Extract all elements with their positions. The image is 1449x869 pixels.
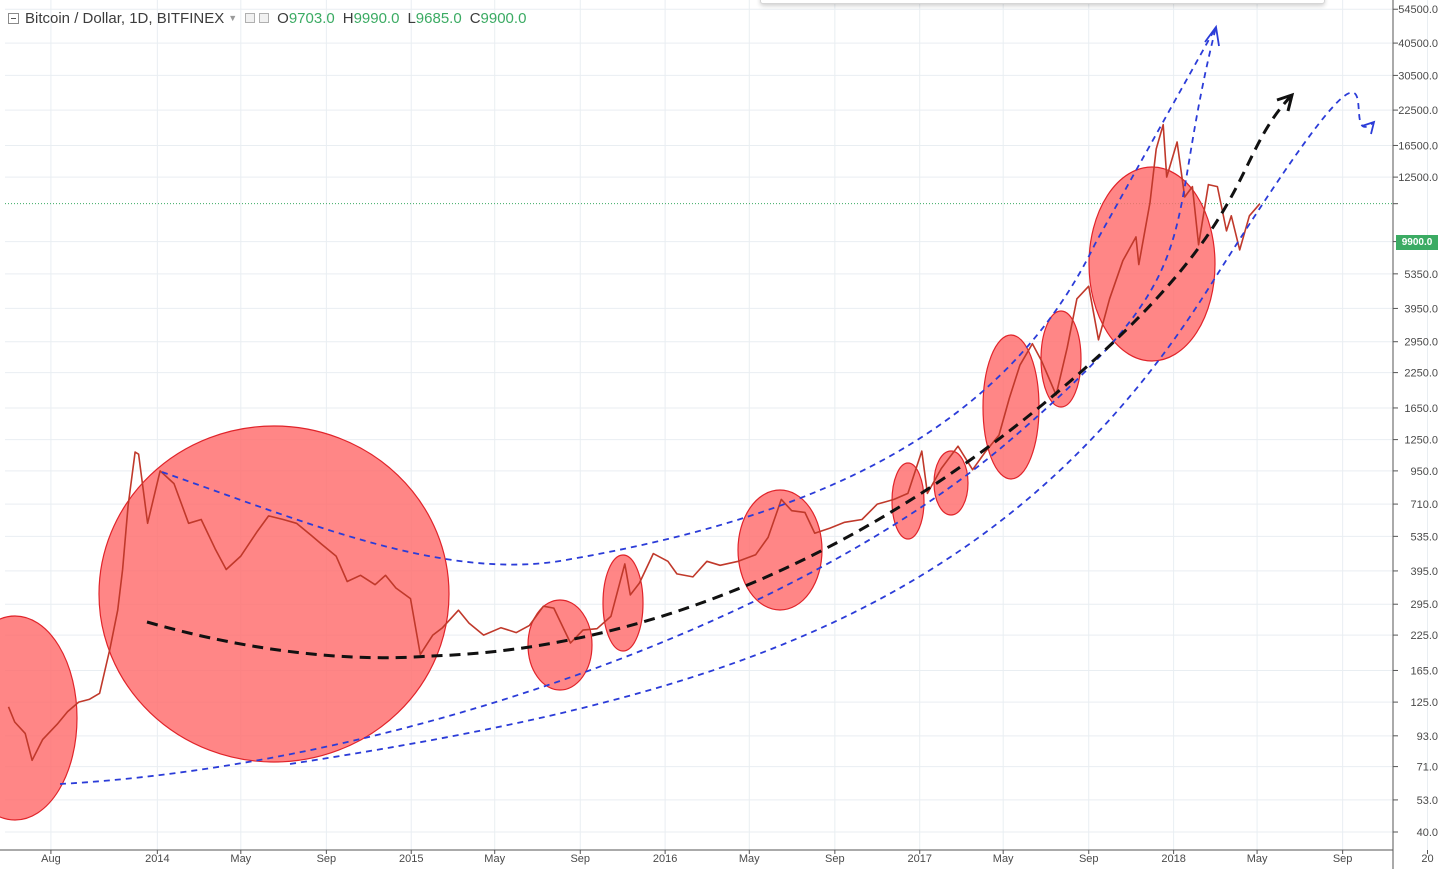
x-tick-label: May bbox=[739, 853, 760, 865]
y-tick-label: 535.0 bbox=[1410, 531, 1438, 543]
y-tick-label: 225.0 bbox=[1410, 630, 1438, 642]
top-toolbar-panel bbox=[760, 0, 1325, 4]
y-tick-label: 53.0 bbox=[1417, 795, 1438, 807]
x-tick-label: May bbox=[484, 853, 505, 865]
last-price-badge: 9900.0 bbox=[1396, 235, 1438, 250]
open-value: 9703.0 bbox=[288, 9, 335, 27]
x-tick-label: Sep bbox=[1079, 853, 1099, 865]
y-tick-label: 40500.0 bbox=[1398, 38, 1438, 50]
y-tick-label: 2250.0 bbox=[1404, 368, 1438, 380]
y-tick-label: 71.0 bbox=[1417, 762, 1438, 774]
x-tick-label: Sep bbox=[317, 853, 337, 865]
highlight-circles bbox=[0, 166, 1216, 821]
center-trend-curve bbox=[146, 93, 1294, 660]
y-tick-label: 2950.0 bbox=[1404, 337, 1438, 349]
y-tick-label: 165.0 bbox=[1410, 665, 1438, 677]
close-value: 9900.0 bbox=[480, 9, 527, 27]
y-tick-label: 1250.0 bbox=[1404, 435, 1438, 447]
highlight-circle bbox=[1088, 166, 1216, 362]
series-legend: Bitcoin / Dollar, 1D, BITFINEX ▼ O 9703.0… bbox=[8, 8, 526, 28]
open-label: O bbox=[277, 9, 289, 27]
gear-icon[interactable] bbox=[259, 13, 270, 23]
highlight-circle bbox=[1040, 310, 1082, 408]
y-axis-labels: 40.0 53.0 71.0 93.0 125.0 165.0 225.0 295.0 395.… bbox=[1398, 4, 1438, 839]
y-tick-label: 12500.0 bbox=[1398, 172, 1438, 184]
highlight-circle bbox=[0, 615, 78, 821]
trend-curves bbox=[59, 24, 1376, 785]
x-tick-label: Sep bbox=[570, 853, 590, 865]
legend-symbol[interactable]: Bitcoin / Dollar, 1D, BITFINEX bbox=[25, 9, 225, 27]
upper-trend-curve bbox=[161, 26, 1217, 566]
y-tick-label: 40.0 bbox=[1417, 827, 1438, 839]
y-tick-label: 395.0 bbox=[1410, 566, 1438, 578]
y-tick-label: 125.0 bbox=[1410, 697, 1438, 709]
arrowhead-icon bbox=[1276, 92, 1295, 112]
y-tick-label: 5350.0 bbox=[1404, 269, 1438, 281]
x-tick-label: May bbox=[1247, 853, 1268, 865]
highlight-circle bbox=[527, 599, 593, 691]
eye-icon[interactable] bbox=[245, 13, 256, 23]
x-tick-label: 2017 bbox=[907, 853, 931, 865]
highlight-circle bbox=[602, 554, 644, 652]
x-tick-label: May bbox=[993, 853, 1014, 865]
y-tick-label: 22500.0 bbox=[1398, 105, 1438, 117]
close-label: C bbox=[469, 9, 481, 27]
y-tick-label: 950.0 bbox=[1410, 466, 1438, 478]
y-tick-label: 16500.0 bbox=[1398, 140, 1438, 152]
x-tick-label: 2014 bbox=[145, 853, 169, 865]
x-tick-label: Sep bbox=[1333, 853, 1353, 865]
arrowhead-icon bbox=[1361, 120, 1376, 135]
chevron-down-icon[interactable]: ▼ bbox=[228, 13, 238, 23]
y-tick-label: 54500.0 bbox=[1398, 4, 1438, 16]
collapse-icon[interactable] bbox=[8, 12, 19, 24]
x-tick-label: Sep bbox=[825, 853, 845, 865]
price-series bbox=[7, 123, 1261, 762]
y-tick-label: 1650.0 bbox=[1404, 403, 1438, 415]
arrowhead-icon bbox=[1204, 24, 1220, 47]
x-tick-label: 2015 bbox=[399, 853, 423, 865]
price-line bbox=[7, 123, 1261, 762]
y-tick-label: 295.0 bbox=[1410, 599, 1438, 611]
high-value: 9990.0 bbox=[353, 9, 400, 27]
high-label: H bbox=[342, 9, 354, 27]
x-tick-label: May bbox=[230, 853, 251, 865]
x-axis-labels: Aug 2014 May Sep 2015 May Sep 2016 May Sep 2017 May… bbox=[41, 853, 1434, 865]
highlight-circle bbox=[98, 425, 450, 763]
low-value: 9685.0 bbox=[415, 9, 462, 27]
x-tick-label: 20 bbox=[1421, 853, 1433, 865]
x-tick-label: 2018 bbox=[1161, 853, 1185, 865]
x-tick-label: Aug bbox=[41, 853, 61, 865]
highlight-circle bbox=[982, 334, 1040, 480]
y-tick-label: 3950.0 bbox=[1404, 303, 1438, 315]
y-tick-label: 93.0 bbox=[1417, 731, 1438, 743]
highlight-circle bbox=[737, 489, 823, 611]
y-tick-label: 710.0 bbox=[1410, 499, 1438, 511]
outer-trend-curve bbox=[289, 91, 1375, 765]
x-tick-label: 2016 bbox=[653, 853, 677, 865]
y-tick-label: 30500.0 bbox=[1398, 70, 1438, 82]
low-label: L bbox=[407, 9, 416, 27]
